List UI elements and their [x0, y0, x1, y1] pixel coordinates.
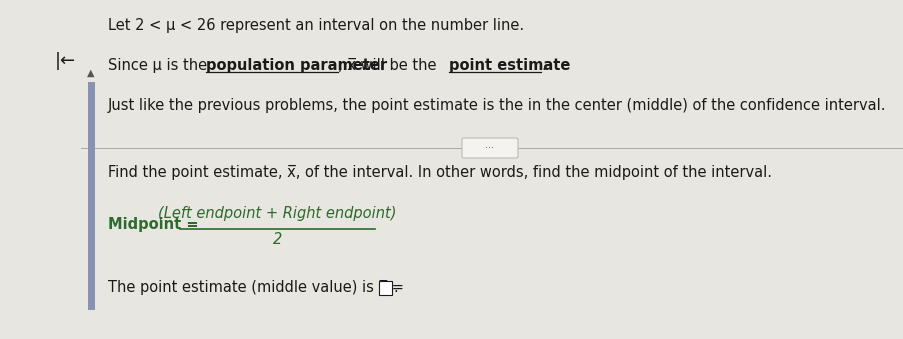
- Text: Let 2 < μ < 26 represent an interval on the number line.: Let 2 < μ < 26 represent an interval on …: [107, 18, 524, 33]
- Text: point estimate: point estimate: [449, 58, 570, 73]
- Text: population parameter: population parameter: [206, 58, 387, 73]
- Bar: [378, 281, 392, 295]
- Text: , x̅ will be the: , x̅ will be the: [338, 58, 441, 73]
- Text: Find the point estimate, x̅, of the interval. In other words, find the midpoint : Find the point estimate, x̅, of the inte…: [107, 165, 771, 180]
- Bar: [88, 82, 95, 310]
- Text: Since μ is the: Since μ is the: [107, 58, 211, 73]
- FancyBboxPatch shape: [461, 138, 517, 158]
- Text: (Left endpoint + Right endpoint): (Left endpoint + Right endpoint): [158, 206, 396, 221]
- Text: ···: ···: [485, 143, 494, 153]
- Text: The point estimate (middle value) is x̅ =: The point estimate (middle value) is x̅ …: [107, 280, 408, 295]
- Text: ▲: ▲: [88, 68, 95, 78]
- Text: Midpoint =: Midpoint =: [107, 218, 203, 233]
- Text: |←: |←: [55, 52, 76, 70]
- Text: .: .: [393, 280, 397, 295]
- Text: .: .: [541, 58, 545, 73]
- Text: 2: 2: [273, 232, 282, 247]
- Text: Just like the previous problems, the point estimate is the in the center (middle: Just like the previous problems, the poi…: [107, 98, 886, 113]
